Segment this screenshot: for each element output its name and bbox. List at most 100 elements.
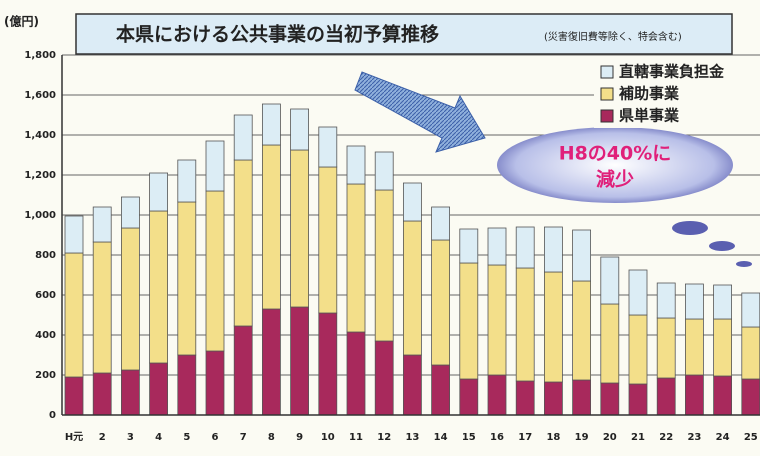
bar-segment — [515, 380, 535, 416]
bar-segment — [628, 383, 648, 416]
bar-segment — [656, 282, 676, 319]
bar-segment — [628, 314, 648, 385]
bar-segment — [431, 364, 451, 416]
bar-segment — [290, 149, 310, 308]
x-tick-label: 15 — [462, 432, 476, 443]
bar-segment — [459, 228, 479, 264]
bar-segment — [64, 252, 84, 378]
bar-segment — [685, 283, 704, 320]
bar-segment — [685, 318, 704, 376]
bar-segment — [92, 241, 112, 374]
y-tick-label: 0 — [49, 410, 56, 421]
y-tick-label: 800 — [35, 250, 56, 261]
bar-segment — [459, 378, 479, 416]
bar-segment — [233, 114, 253, 161]
bar-segment — [402, 354, 422, 416]
legend-swatch — [600, 109, 614, 123]
bar-segment — [318, 126, 338, 168]
x-tick-label: 3 — [127, 432, 134, 443]
bar-segment — [64, 215, 84, 254]
bar-segment — [64, 376, 84, 416]
legend — [594, 58, 760, 128]
bar-segment — [374, 151, 394, 191]
x-tick-label: 18 — [546, 432, 560, 443]
bar-segment — [713, 284, 732, 320]
legend-swatch — [600, 87, 614, 101]
bar-segment — [149, 210, 169, 364]
bar-segment — [233, 325, 253, 416]
x-tick-label: 12 — [377, 432, 391, 443]
x-tick-label: 20 — [603, 432, 617, 443]
bar-segment — [431, 206, 451, 241]
bar-segment — [205, 140, 225, 192]
bar-segment — [121, 196, 140, 229]
bar-segment — [544, 381, 563, 416]
bar-segment — [713, 375, 732, 416]
bar-segment — [741, 378, 760, 416]
bar-segment — [346, 183, 366, 333]
arrow — [354, 71, 486, 153]
y-tick-label: 1,800 — [24, 50, 56, 61]
bar-segment — [346, 145, 366, 185]
bar-segment — [544, 226, 563, 273]
bar-segment — [205, 350, 225, 416]
bar-segment — [600, 256, 620, 305]
x-tick-label: 2 — [99, 432, 106, 443]
x-tick-label: 13 — [405, 432, 419, 443]
legend: 県単事業 補助事業 直轄事業負担金 — [600, 63, 725, 125]
x-tick-label: 23 — [687, 432, 701, 443]
bar-segment — [346, 331, 366, 416]
bar-segment — [261, 308, 281, 416]
cloud — [497, 127, 752, 267]
bar-segment — [177, 159, 197, 203]
x-tick-label: 24 — [716, 432, 730, 443]
bars — [64, 103, 760, 416]
legend-label: 県単事業 — [619, 107, 680, 125]
bar-segment — [487, 227, 507, 266]
x-tick-label: 10 — [321, 432, 335, 443]
bar-segment — [628, 269, 648, 316]
x-tick-label: 16 — [490, 432, 504, 443]
chart-title: 本県における公共事業の当初予算推移 — [116, 23, 439, 46]
y-tick-label: 600 — [35, 290, 56, 301]
bar-segment — [290, 306, 310, 416]
x-tick-label: 4 — [155, 432, 162, 443]
legend-label: 補助事業 — [618, 85, 680, 103]
bar-segment — [487, 264, 507, 376]
x-tick-label: 8 — [268, 432, 275, 443]
title-box — [75, 13, 733, 55]
legend-label: 直轄事業負担金 — [619, 63, 725, 81]
bar-segment — [572, 379, 591, 416]
bar-segment — [92, 206, 112, 243]
bar-segment — [177, 201, 197, 356]
bar-segment — [233, 159, 253, 327]
bar-segment — [374, 340, 394, 416]
bar-segment — [177, 354, 197, 416]
bar-segment — [92, 372, 112, 416]
bar-segment — [656, 317, 676, 379]
bar-segment — [515, 226, 535, 269]
y-tick-label: 400 — [35, 330, 56, 341]
bar-segment — [374, 189, 394, 342]
x-tick-label: 22 — [659, 432, 673, 443]
x-tick-label: 17 — [518, 432, 532, 443]
bar-segment — [572, 280, 591, 381]
bar-segment — [544, 271, 563, 383]
bar-segment — [261, 144, 281, 310]
x-tick-label: 14 — [434, 432, 448, 443]
legend-swatch — [600, 65, 614, 79]
x-tick-label: 9 — [296, 432, 303, 443]
x-tick-label: 5 — [183, 432, 190, 443]
y-tick-label: 1,400 — [24, 130, 56, 141]
y-tick-label: 200 — [35, 370, 56, 381]
bar-segment — [149, 172, 169, 212]
bar-segment — [459, 262, 479, 380]
bar-segment — [402, 182, 422, 222]
y-tick-label: 1,200 — [24, 170, 56, 181]
bar-segment — [656, 377, 676, 416]
y-tick-label: 1,600 — [24, 90, 56, 101]
x-tick-label: 7 — [240, 432, 247, 443]
bar-segment — [121, 369, 140, 416]
bar-segment — [261, 103, 281, 146]
y-axis-label: (億円) — [4, 14, 39, 29]
